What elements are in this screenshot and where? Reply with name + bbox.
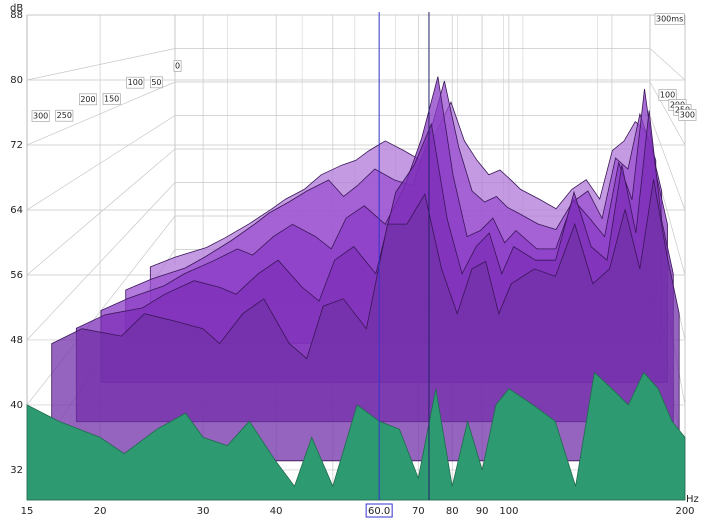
z-tick-label: 300 <box>680 111 695 120</box>
y-tick-label: 72 <box>10 140 23 151</box>
cursor-box <box>365 503 393 518</box>
depth-grid-line <box>26 182 176 341</box>
z-tick-box <box>654 13 685 25</box>
depth-grid-line <box>26 81 176 146</box>
y-tick-label: 32 <box>10 465 23 476</box>
z-tick-label: 0 <box>175 62 180 71</box>
x-tick-label: 70 <box>412 506 425 517</box>
x-tick-label: 80 <box>446 506 459 517</box>
z-tick-box <box>102 93 121 105</box>
x-tick-label: 100 <box>499 506 518 517</box>
z-tick-box <box>678 109 697 121</box>
slice <box>51 179 680 462</box>
z-tick-label: 100 <box>128 78 143 87</box>
labels: 32 40 48 56 64 72 80 88 15 20 30 40 70 80 90 100 200 0 50 1… <box>10 10 697 518</box>
z-tick-label: 300 <box>33 112 48 121</box>
x-tick-label: 15 <box>21 506 34 517</box>
cursor-label: 60.0 <box>368 506 390 517</box>
x-unit: Hz <box>686 494 699 505</box>
depth-grid-line <box>26 48 176 81</box>
y-tick-label: 80 <box>10 75 23 86</box>
y-tick-label: 40 <box>10 400 23 411</box>
z-tick-label: 150 <box>104 95 119 104</box>
z-tick-label: 50 <box>151 78 161 87</box>
z-tick-label: 100 <box>660 91 675 100</box>
slices <box>26 76 686 501</box>
z-tick-box <box>31 110 50 122</box>
x-tick-label: 20 <box>94 506 107 517</box>
depth-grid-line <box>649 115 686 211</box>
z-tick-box <box>79 93 97 106</box>
depth-grid-line <box>649 48 686 81</box>
z-tick-label: 250 <box>57 111 72 120</box>
x-tick-label: 30 <box>197 506 210 517</box>
z-tick-box <box>55 109 74 122</box>
y-unit: dB <box>10 3 23 14</box>
y-tick-label: 48 <box>10 335 23 346</box>
z-tick-label: 200 <box>80 95 95 104</box>
z-tick-label: 300ms <box>656 15 683 24</box>
depth-grid-line <box>26 115 176 211</box>
y-tick-label: 56 <box>10 270 23 281</box>
z-tick-box <box>150 76 163 89</box>
y-tick-label: 64 <box>10 205 23 216</box>
depth-grid-line <box>26 148 176 276</box>
z-tick-box <box>126 76 145 89</box>
y-tick-label: 88 <box>10 10 23 21</box>
x-tick-label: 200 <box>675 506 694 517</box>
z-tick-box <box>658 89 677 101</box>
x-tick-label: 40 <box>270 506 283 517</box>
z-tick-box <box>173 60 182 72</box>
slice <box>26 371 686 501</box>
x-tick-label: 90 <box>476 506 489 517</box>
depth-grid-line <box>649 81 686 146</box>
